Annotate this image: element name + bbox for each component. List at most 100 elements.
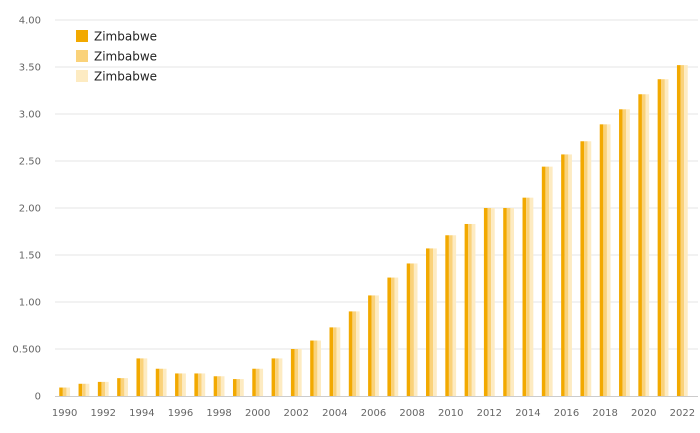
x-axis-tick-labels: 1990 1992 1994 1996 1998 2000 2002 2004 2006 2008… [52, 408, 695, 419]
y-tick-label: 1.00 [19, 298, 41, 309]
bar-series3-2005 [355, 311, 360, 396]
bar-series1-2015 [541, 166, 546, 396]
x-tick-label: 1994 [129, 408, 154, 419]
bar-series3-2021 [664, 79, 669, 396]
bar-series3-1993 [124, 378, 128, 396]
bar-series2-2004 [333, 327, 337, 396]
x-tick-label: 2010 [438, 408, 463, 419]
bar-series3-2010 [452, 235, 457, 396]
bar-series2-2005 [352, 311, 356, 396]
bar-series1-1996 [175, 373, 179, 396]
bar-series1-2014 [522, 197, 527, 396]
bar-series1-2017 [580, 141, 585, 396]
y-tick-label: 3.00 [19, 110, 41, 121]
y-tick-label: 0 [35, 392, 41, 403]
bar-series3-1990 [66, 387, 71, 396]
bar-series2-2003 [313, 340, 318, 396]
bar-series2-1999 [236, 379, 241, 396]
bar-series1-2000 [252, 368, 256, 396]
bar-series1-1997 [194, 373, 198, 396]
bar-series1-1994 [136, 358, 141, 396]
bar-series3-2000 [259, 368, 264, 396]
bar-series3-2012 [491, 208, 495, 396]
bar-series3-2008 [413, 263, 418, 396]
bar-series2-2016 [564, 154, 569, 396]
bar-series3-2011 [471, 223, 476, 396]
bar-series1-2018 [599, 124, 604, 396]
bar-series3-1991 [85, 383, 90, 396]
bar-series2-2011 [468, 223, 472, 396]
x-tick-label: 2000 [245, 408, 270, 419]
legend: Zimbabwe Zimbabwe Zimbabwe [76, 30, 157, 84]
gridlines [55, 19, 698, 350]
bar-series3-1998 [220, 376, 225, 396]
bar-series2-2018 [603, 124, 607, 396]
bar-series2-1998 [217, 376, 221, 396]
bar-series2-2015 [545, 166, 550, 396]
bar-series2-2000 [255, 368, 260, 396]
x-tick-label: 2014 [515, 408, 540, 419]
bar-series1-2007 [387, 277, 392, 396]
bar-series3-2009 [433, 248, 437, 396]
bar-series2-1992 [101, 381, 106, 396]
x-tick-label: 2008 [399, 408, 424, 419]
bar-series1-2013 [503, 208, 507, 396]
bar-series3-1996 [182, 373, 186, 396]
bar-series2-2009 [429, 248, 434, 396]
x-tick-label: 2004 [322, 408, 347, 419]
bar-series2-2007 [391, 277, 395, 396]
bar-series3-1994 [143, 358, 148, 396]
x-tick-label: 1992 [91, 408, 116, 419]
bar-series1-1992 [97, 381, 102, 396]
bar-series3-2007 [394, 277, 399, 396]
legend-swatch [76, 50, 88, 62]
x-tick-label: 2016 [554, 408, 579, 419]
bar-series1-2012 [483, 208, 488, 396]
bar-series2-1994 [140, 358, 144, 396]
bar-series2-1995 [159, 368, 163, 396]
bar-series1-2010 [445, 235, 449, 396]
bar-series2-2006 [371, 295, 376, 396]
bar-series1-2004 [329, 327, 334, 396]
bar-series1-2011 [464, 223, 469, 396]
y-tick-label: 0.500 [12, 345, 41, 356]
bar-series2-2021 [661, 79, 665, 396]
bar-series1-2009 [426, 248, 430, 396]
bar-series2-2019 [622, 109, 627, 397]
y-tick-label: 3.50 [19, 63, 41, 74]
bar-series3-2019 [626, 109, 630, 397]
bar-series1-1993 [117, 378, 121, 396]
bar-series1-2005 [348, 311, 353, 396]
x-tick-label: 2018 [592, 408, 617, 419]
bar-series2-2020 [641, 94, 646, 396]
bar-series3-2022 [684, 65, 688, 397]
y-axis-tick-labels: 0 0.500 1.00 1.50 2.00 2.50 3.00 3.50 4.00 [12, 16, 41, 403]
x-tick-label: 2006 [361, 408, 386, 419]
bar-series1-2019 [619, 109, 623, 397]
y-tick-label: 2.50 [19, 157, 41, 168]
bar-series3-2020 [645, 94, 650, 396]
y-tick-label: 4.00 [19, 16, 41, 27]
bar-series3-2015 [549, 166, 553, 396]
bar-series3-2013 [510, 208, 515, 396]
bar-series3-1995 [162, 368, 167, 396]
bar-series3-1999 [240, 379, 244, 396]
bar-series1-2021 [657, 79, 662, 396]
bar-series3-2014 [529, 197, 534, 396]
bar-series1-2003 [310, 340, 314, 396]
bar-series2-1990 [62, 387, 67, 396]
legend-label: Zimbabwe [94, 70, 157, 84]
bar-series2-2013 [506, 208, 511, 396]
bar-series3-1997 [201, 373, 206, 396]
bar-series2-2012 [487, 208, 492, 396]
x-tick-label: 1990 [52, 408, 77, 419]
bar-series3-2004 [336, 327, 341, 396]
bar-series2-2010 [448, 235, 453, 396]
bar-series1-1991 [78, 383, 83, 396]
legend-label: Zimbabwe [94, 30, 157, 44]
x-tick-label: 2022 [670, 408, 695, 419]
bar-series2-1996 [178, 373, 183, 396]
x-tick-label: 2002 [284, 408, 309, 419]
bar-series1-1999 [232, 379, 237, 396]
bar-series1-2008 [406, 263, 411, 396]
